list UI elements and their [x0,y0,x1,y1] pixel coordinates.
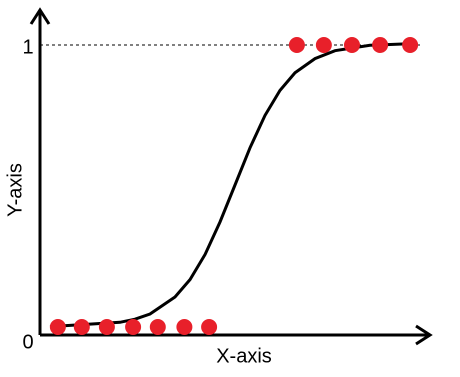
point [343,37,360,53]
point [402,37,419,53]
point [149,319,166,335]
x-arrow [415,324,433,346]
y-axis-label: Y-axis [4,163,26,217]
point [98,319,115,335]
point [49,319,66,335]
point [372,37,389,53]
point [201,319,218,335]
point [315,37,332,53]
y-tick-label: 0 [22,331,33,353]
point [73,319,90,335]
point [125,319,142,335]
point [288,37,305,53]
y-tick-label: 1 [22,36,33,58]
point [176,319,193,335]
sigmoid-curve [49,42,416,329]
y-arrow [29,7,51,25]
x-axis-label: X-axis [216,345,272,367]
